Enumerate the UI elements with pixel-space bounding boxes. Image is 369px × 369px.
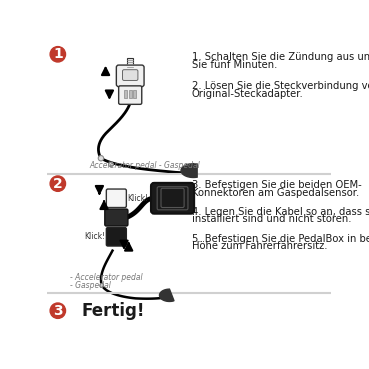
Bar — [127, 58, 133, 68]
Polygon shape — [159, 289, 174, 301]
Text: Sie fünf Minuten.: Sie fünf Minuten. — [192, 60, 277, 70]
Bar — [129, 90, 132, 98]
Text: 2. Lösen Sie die Steckverbindung vom: 2. Lösen Sie die Steckverbindung vom — [192, 81, 369, 91]
Circle shape — [98, 156, 104, 161]
Text: - Gaspedal: - Gaspedal — [70, 281, 111, 290]
Text: Original-Steckadapter.: Original-Steckadapter. — [192, 89, 304, 99]
Circle shape — [108, 162, 113, 167]
Circle shape — [50, 176, 66, 192]
Bar — [47, 44, 331, 174]
Text: 1: 1 — [53, 47, 63, 61]
Text: Konnektoren am Gaspedalsensor.: Konnektoren am Gaspedalsensor. — [192, 187, 359, 197]
Text: 1. Schalten Sie die Zündung aus und warten: 1. Schalten Sie die Zündung aus und wart… — [192, 52, 369, 62]
Text: Höhe zum Fahrerfahrersitz.: Höhe zum Fahrerfahrersitz. — [192, 241, 327, 251]
Text: installiert sind und nicht stören.: installiert sind und nicht stören. — [192, 214, 351, 224]
Text: 3: 3 — [53, 304, 63, 318]
Text: Accelerator pedal - Gaspedal: Accelerator pedal - Gaspedal — [89, 161, 200, 170]
FancyBboxPatch shape — [119, 86, 142, 104]
Circle shape — [50, 46, 66, 62]
Text: 2: 2 — [53, 177, 63, 191]
Text: Klick!: Klick! — [127, 194, 148, 203]
Polygon shape — [181, 163, 197, 177]
FancyBboxPatch shape — [106, 189, 126, 207]
Text: Klick!: Klick! — [85, 232, 106, 241]
Text: 4. Legen Sie die Kabel so an, dass sie fest: 4. Legen Sie die Kabel so an, dass sie f… — [192, 207, 369, 217]
Bar — [47, 293, 331, 328]
FancyBboxPatch shape — [116, 65, 144, 87]
FancyBboxPatch shape — [151, 183, 194, 214]
Text: 5. Befestigen Sie die PedalBox in bequemer: 5. Befestigen Sie die PedalBox in bequem… — [192, 234, 369, 244]
Bar — [124, 90, 127, 98]
FancyBboxPatch shape — [123, 70, 138, 80]
Text: - Accelerator pedal: - Accelerator pedal — [70, 273, 143, 282]
FancyBboxPatch shape — [105, 209, 128, 226]
Circle shape — [100, 283, 104, 287]
Text: Fertig!: Fertig! — [82, 302, 145, 320]
FancyBboxPatch shape — [106, 228, 126, 246]
Text: 3. Befestigen Sie die beiden OEM-: 3. Befestigen Sie die beiden OEM- — [192, 180, 362, 190]
Bar — [133, 90, 137, 98]
Circle shape — [50, 303, 66, 318]
Bar — [47, 174, 331, 293]
